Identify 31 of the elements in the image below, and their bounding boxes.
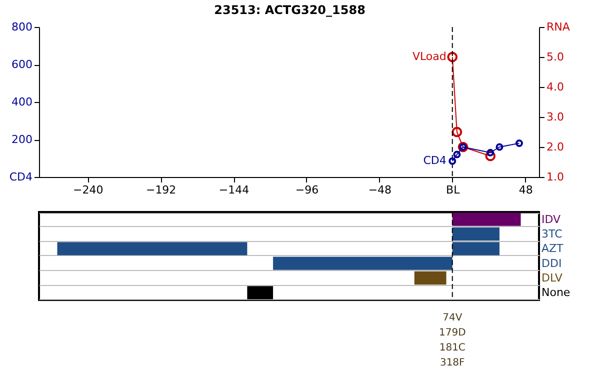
- x-tick-label: BL: [446, 184, 461, 196]
- y-tick-label: 600: [12, 58, 32, 71]
- x-tick-label: −96: [295, 184, 319, 196]
- y-tick-label: 3TC: [542, 228, 563, 240]
- y-tick-label: 200: [12, 133, 32, 146]
- x-tick-label: −144: [218, 184, 250, 196]
- y-tick-label: IDV: [542, 212, 562, 226]
- y-tick-label: 800: [12, 20, 32, 34]
- text: 181C: [439, 342, 466, 354]
- series-label: VLoad: [412, 50, 446, 63]
- y-tick-label: CD4: [9, 170, 32, 184]
- y2-tick-label: 1.0: [546, 170, 564, 184]
- y-tick-label: 400: [12, 96, 32, 108]
- y-tick-label: None: [542, 286, 570, 300]
- text: 74V: [442, 312, 462, 324]
- text: 318F: [440, 358, 466, 368]
- x-tick-label: −240: [73, 184, 104, 196]
- y-tick-label: DLV: [542, 272, 563, 284]
- y-tick-label: DDI: [542, 256, 562, 270]
- y-tick-label: AZT: [542, 242, 564, 256]
- y2-tick-label: RNA: [546, 20, 570, 34]
- x-tick-label: −192: [146, 184, 176, 196]
- y2-tick-label: 4.0: [546, 80, 564, 94]
- y2-tick-label: 5.0: [546, 50, 564, 64]
- series-label: CD4: [423, 154, 446, 168]
- chart-title: 23513: ACTG320_1588: [214, 3, 366, 17]
- text: 179D: [438, 328, 466, 338]
- x-tick-label: −48: [368, 184, 392, 196]
- y2-tick-label: 2.0: [546, 140, 564, 154]
- x-tick-label: 48: [518, 184, 533, 196]
- y2-tick-label: 3.0: [546, 110, 564, 124]
